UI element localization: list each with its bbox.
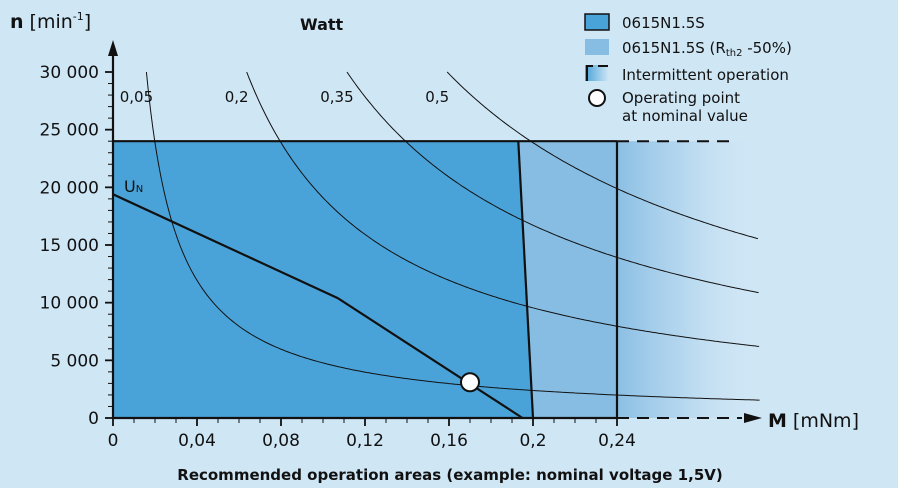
power-curve-label-3: 0,5 [425,88,449,106]
un-label: UN [124,177,143,196]
intermittent-area [617,141,760,418]
x-tick-labels: 0 0,04 0,08 0,12 0,16 0,2 0,24 [108,418,636,451]
power-curve-3 [446,71,759,240]
y-axis-arrow [108,40,118,56]
power-curve-label-0: 0,05 [120,88,153,106]
y-tick-label-6: 30 000 [40,63,99,83]
x-tick-label-0: 0 [108,431,119,451]
area-boundaries [113,140,735,419]
y-tick-label-3: 15 000 [40,236,99,256]
legend-label-continuous: 0615N1.5S [622,14,705,32]
chart-caption: Recommended operation areas (example: no… [177,466,722,484]
x-tick-label-5: 0,2 [519,431,546,451]
x-tick-label-6: 0,24 [598,431,636,451]
power-curves: 0,05 0,2 0,35 0,5 [120,71,760,401]
power-curve-label-2: 0,35 [320,88,353,106]
legend-swatch-reduced-rth [585,39,609,55]
reduced-rth-area [518,141,617,418]
y-tick-label-0: 0 [88,409,99,429]
power-curve-label-1: 0,2 [225,88,249,106]
legend-label-operating-point-1: Operating point [622,89,740,107]
x-tick-label-4: 0,16 [430,431,468,451]
y-tick-label-2: 10 000 [40,294,99,314]
legend: 0615N1.5S 0615N1.5S (Rth2 -50%) Intermit… [584,13,792,125]
legend-swatch-operating-point [588,89,606,107]
power-curve-0 [145,71,760,401]
y-tick-label-4: 20 000 [40,178,99,198]
y-tick-label-5: 25 000 [40,121,99,141]
x-axis-title: M [mNm] [768,410,859,432]
legend-label-operating-point-2: at nominal value [622,107,748,125]
operating-point-marker [460,372,480,393]
legend-label-reduced-rth: 0615N1.5S (Rth2 -50%) [622,39,792,59]
power-curve-2 [346,71,759,294]
legend-swatch-intermittent [585,65,609,81]
x-tick-label-1: 0,04 [178,431,216,451]
x-axis-arrow [744,413,762,423]
un-line [112,193,524,419]
x-tick-label-2: 0,08 [262,431,300,451]
legend-swatch-continuous [584,13,610,31]
continuous-area [113,141,533,418]
x-tick-label-3: 0,12 [346,431,384,451]
y-tick-label-1: 5 000 [50,351,99,371]
y-axis-title: n [min-1] [10,10,91,33]
y-tick-labels: 0 5 000 10 000 15 000 20 000 25 000 30 000 [40,63,113,429]
continuous-boundary [517,141,535,419]
power-curve-1 [246,71,760,347]
legend-label-intermittent: Intermittent operation [622,66,789,84]
watt-label: Watt [300,15,344,34]
